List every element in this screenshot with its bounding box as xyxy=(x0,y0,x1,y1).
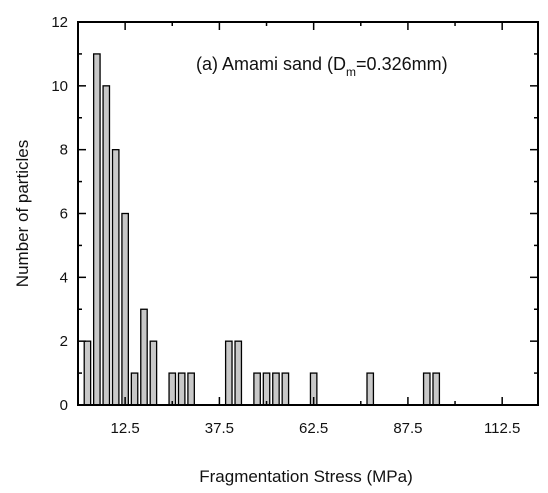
chart-annotation: (a) Amami sand (Dm=0.326mm) xyxy=(196,54,448,79)
bar-30 xyxy=(187,372,195,406)
annotation-prefix: (a) Amami sand (D xyxy=(196,54,346,74)
bar-77.5 xyxy=(366,372,375,406)
y-tick-label-8: 8 xyxy=(60,142,68,159)
bar-40 xyxy=(224,340,233,406)
bar-55 xyxy=(281,372,290,406)
x-tick-label-12.5: 12.5 xyxy=(111,420,140,437)
bar-10 xyxy=(111,149,120,406)
bar-15 xyxy=(130,372,139,406)
annotation-suffix: =0.326mm) xyxy=(356,54,448,74)
y-tick-label-0: 0 xyxy=(60,397,68,414)
bar-27.5 xyxy=(177,372,186,406)
x-tick-label-112.5: 112.5 xyxy=(484,420,520,437)
bar-2.5 xyxy=(83,340,92,406)
bar-20 xyxy=(149,340,158,406)
x-tick-label-87.5: 87.5 xyxy=(393,420,422,437)
bar-7.5 xyxy=(102,85,111,406)
x-tick-label-37.5: 37.5 xyxy=(205,420,234,437)
y-tick-label-10: 10 xyxy=(51,78,68,95)
bar-5 xyxy=(92,53,101,406)
annotation-subscript: m xyxy=(346,65,356,79)
bar-92.5 xyxy=(422,372,431,406)
y-axis-title: Number of particles xyxy=(13,140,32,287)
bars-group xyxy=(83,53,441,406)
tick-labels-group: 0 2 4 6 8 10 12 12.5 37.5 62.5 87.5 112.5 xyxy=(51,14,520,437)
bar-12.5 xyxy=(121,212,129,406)
bar-50 xyxy=(262,372,271,406)
x-tick-label-62.5: 62.5 xyxy=(299,420,328,437)
bar-52.5 xyxy=(272,372,280,406)
y-tick-label-6: 6 xyxy=(60,206,68,223)
bar-95 xyxy=(432,372,441,406)
bar-25 xyxy=(168,372,177,406)
y-tick-label-12: 12 xyxy=(51,14,68,31)
y-tick-label-4: 4 xyxy=(60,269,68,286)
y-tick-label-2: 2 xyxy=(60,333,68,350)
axis-ticks-group xyxy=(78,21,538,406)
bar-47.5 xyxy=(253,372,261,406)
bar-42.5 xyxy=(234,340,243,406)
x-axis-title: Fragmentation Stress (MPa) xyxy=(199,467,413,486)
bar-17.5 xyxy=(140,308,148,406)
